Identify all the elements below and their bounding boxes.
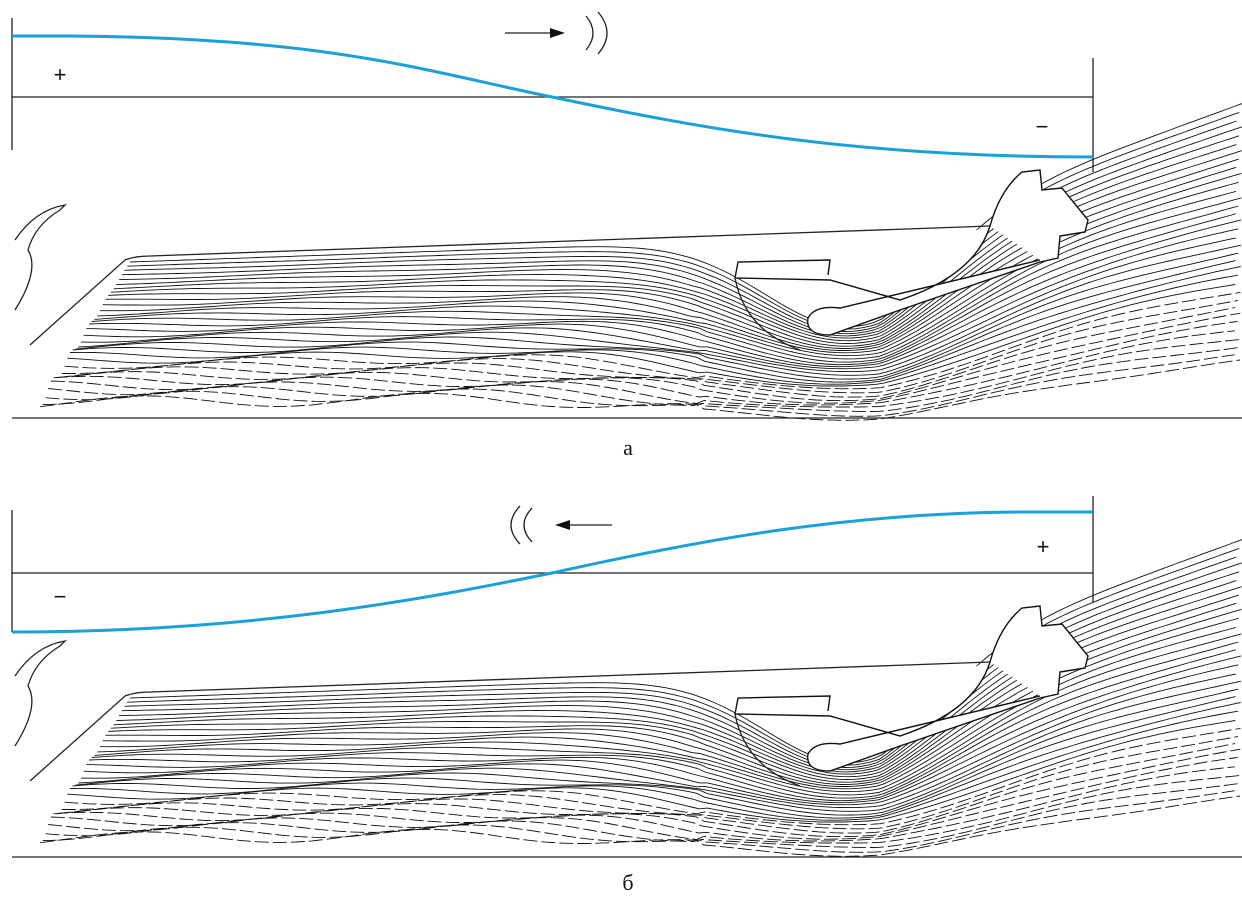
vessel-hull [735,606,1088,771]
contour-line [116,581,1236,775]
contour-line [40,360,1240,420]
flow-contours [15,104,1242,421]
flow-contours [15,540,1242,857]
panel-b: − + б [12,496,1242,895]
left-structure [15,641,65,746]
contour-line [51,767,1235,841]
wave-arc [524,508,532,542]
wave-arc [586,16,593,50]
left-structure [15,205,65,310]
wave-profile [12,512,1093,632]
contour-line [51,331,1235,405]
sign-left: + [54,62,67,87]
wave-arc [511,506,520,544]
contour-line [40,796,1240,856]
contour-line [116,145,1236,339]
caption: а [623,435,633,460]
sign-right: − [1036,114,1049,139]
wave-arc [598,12,607,54]
figure: + − а − + б [0,0,1242,897]
arrow-head [550,28,565,38]
contour-line [119,136,1239,336]
sign-right: + [1037,534,1050,559]
contour-line [119,572,1239,772]
panel-a: + − а [12,12,1242,460]
vessel-hull [735,170,1088,335]
sign-left: − [54,584,67,609]
caption: б [622,870,633,895]
arrow-head [555,520,570,530]
